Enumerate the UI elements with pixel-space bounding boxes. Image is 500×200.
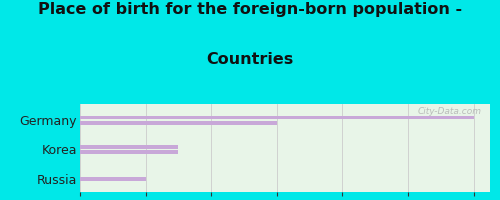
Bar [80, 145, 178, 149]
Text: Countries: Countries [206, 52, 294, 67]
Bar [80, 116, 473, 119]
Bar [80, 121, 277, 125]
Text: Place of birth for the foreign-born population -: Place of birth for the foreign-born popu… [38, 2, 462, 17]
Bar [80, 177, 146, 181]
Text: City-Data.com: City-Data.com [418, 107, 482, 116]
Bar [80, 150, 178, 154]
